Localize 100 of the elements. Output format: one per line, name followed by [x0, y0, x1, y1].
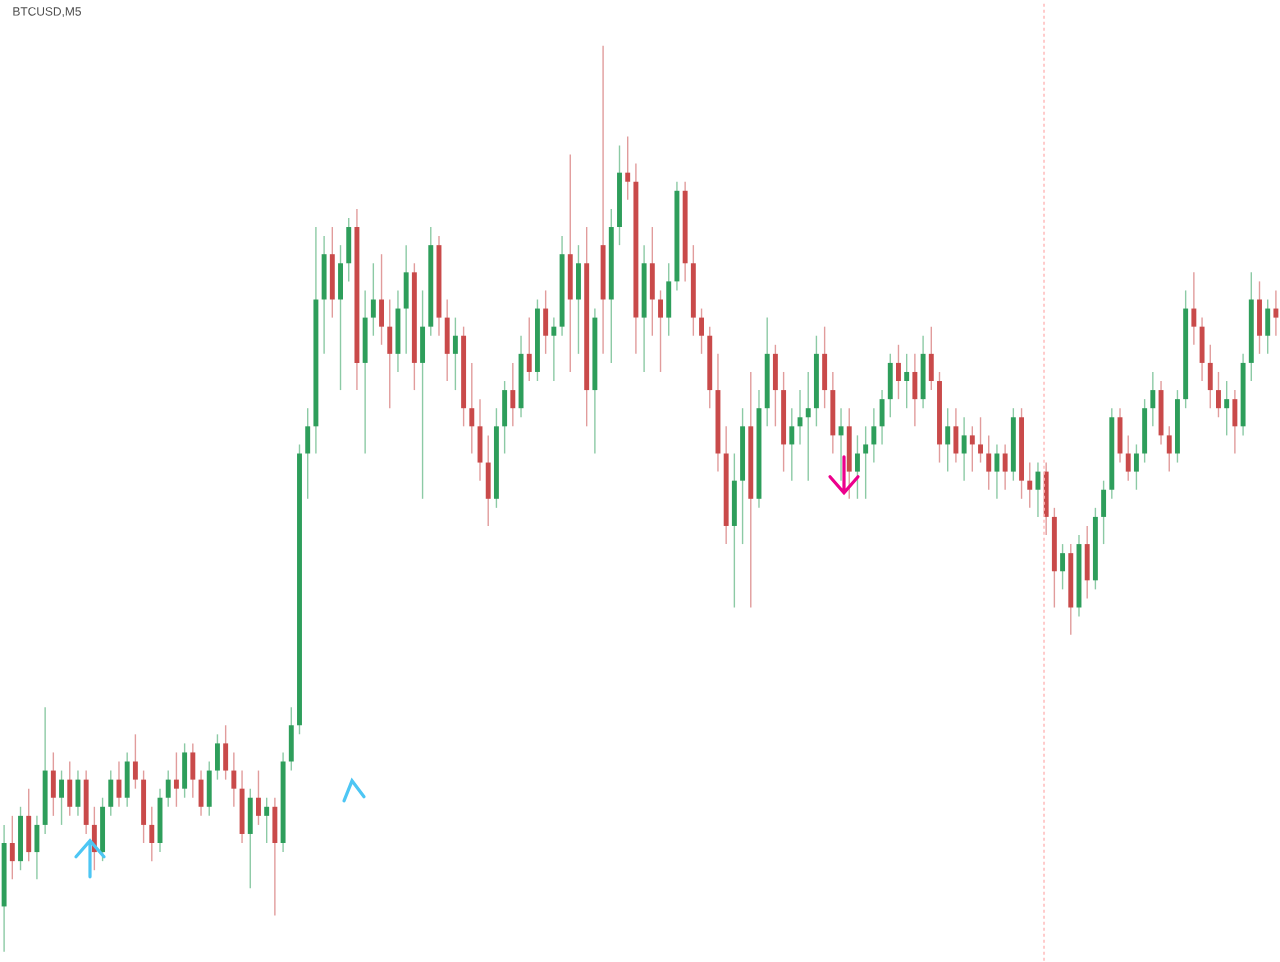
candlestick — [173, 751, 179, 808]
candlestick — [18, 806, 23, 872]
candlestick — [731, 452, 737, 609]
candlestick — [9, 815, 15, 881]
candlestick — [264, 797, 270, 844]
candlestick — [1035, 462, 1041, 518]
candlestick — [666, 262, 672, 337]
candlestick — [920, 335, 926, 410]
candlestick — [1257, 280, 1262, 355]
candlestick — [67, 760, 73, 817]
candlestick — [871, 407, 877, 464]
candlestick — [576, 244, 581, 355]
candlestick — [699, 308, 705, 355]
candlestick — [83, 770, 89, 835]
candlestick — [1273, 289, 1279, 337]
candlestick — [370, 262, 376, 337]
candlestick — [1232, 389, 1238, 455]
candlestick — [969, 425, 975, 473]
candlestick — [329, 226, 335, 319]
candlestick — [206, 760, 212, 817]
candlestick — [1125, 434, 1131, 482]
candlestick — [904, 353, 910, 410]
candlestick — [469, 362, 475, 455]
candlestick — [214, 733, 220, 781]
candlestick — [658, 289, 663, 373]
candlestick — [1150, 371, 1156, 428]
candlestick — [822, 326, 828, 410]
candlestick — [1207, 344, 1213, 410]
candlestick — [928, 326, 934, 391]
candlestick — [1224, 380, 1230, 437]
candlestick — [625, 135, 631, 201]
candlestick — [395, 289, 401, 373]
candlestick — [231, 751, 237, 808]
candlestick — [502, 380, 508, 455]
candlestick — [239, 770, 245, 844]
candlestick — [247, 788, 253, 890]
candlestick — [272, 797, 278, 917]
candlestick — [830, 371, 836, 455]
candlestick — [338, 244, 343, 391]
candlestick — [961, 416, 967, 482]
candlestick — [994, 443, 1000, 500]
candlestick — [510, 362, 516, 428]
candlestick — [305, 407, 311, 500]
candlestick — [772, 344, 778, 428]
candlestick — [1027, 462, 1033, 509]
candlestick — [141, 770, 147, 844]
candlestick — [108, 770, 114, 817]
candlestick — [986, 434, 992, 491]
candlestick — [1166, 425, 1172, 473]
candlestick — [854, 434, 860, 500]
candlestick — [1142, 398, 1148, 464]
candlestick — [1002, 443, 1008, 491]
candlestick — [953, 407, 959, 464]
candlestick — [34, 815, 40, 881]
candlestick — [485, 434, 491, 527]
candlestick — [256, 770, 261, 826]
candlestick — [945, 407, 951, 473]
candlestick — [863, 425, 869, 500]
candlestick — [288, 706, 294, 772]
candlestick — [346, 217, 352, 283]
candlestick — [805, 371, 811, 482]
candlestick — [223, 724, 229, 781]
candlestick — [321, 235, 327, 355]
candlestick — [1265, 298, 1271, 355]
candlestick — [567, 154, 573, 373]
candlestick — [912, 353, 918, 428]
candlestick — [149, 806, 155, 863]
candlestick — [190, 742, 196, 799]
candlestick — [551, 317, 557, 382]
candlestick — [978, 416, 983, 464]
candlestick — [1216, 371, 1221, 419]
candlestick — [526, 317, 532, 382]
candlestick — [50, 751, 56, 817]
candlestick — [403, 244, 409, 355]
candlestick — [379, 253, 385, 346]
candlestick — [26, 788, 32, 863]
candlestick — [182, 742, 188, 799]
candlestick — [420, 289, 426, 500]
candlestick — [1199, 317, 1205, 382]
candlestick — [165, 770, 171, 808]
candlestick — [879, 389, 885, 446]
candlestick — [1084, 525, 1090, 600]
candlestick — [1060, 543, 1066, 591]
candlestick — [75, 770, 81, 817]
candlestick — [896, 344, 901, 401]
candlestick — [887, 353, 893, 419]
candlestick — [1133, 443, 1139, 491]
candlestick — [100, 797, 106, 863]
candlestick — [789, 407, 795, 482]
candlestick — [132, 733, 138, 790]
candlestick — [1191, 271, 1197, 346]
candlestick — [649, 226, 655, 337]
candlestick — [1158, 380, 1164, 446]
candlestick — [1101, 480, 1107, 545]
candlestick — [1043, 462, 1049, 536]
candlestick — [543, 289, 549, 355]
candlestick — [846, 407, 852, 500]
candlestick — [59, 770, 64, 826]
candlestick — [452, 317, 458, 391]
candlestick — [124, 751, 130, 808]
